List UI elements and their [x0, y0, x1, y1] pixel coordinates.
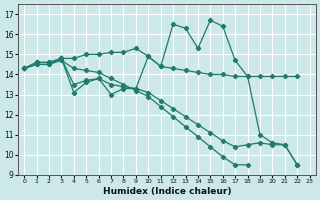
X-axis label: Humidex (Indice chaleur): Humidex (Indice chaleur) — [103, 187, 231, 196]
